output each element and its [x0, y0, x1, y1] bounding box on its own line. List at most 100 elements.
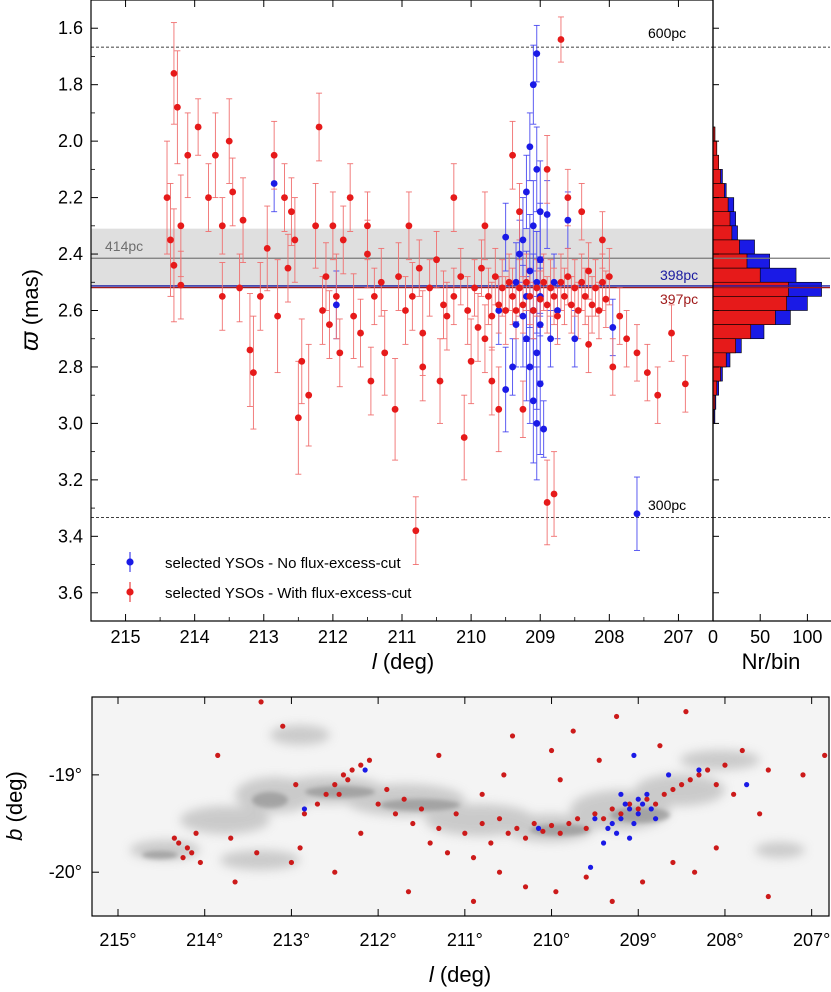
- red-histogram-bar: [713, 211, 731, 227]
- red-data-point: [467, 357, 475, 365]
- red-histogram-bar: [713, 338, 736, 354]
- red-data-point: [218, 292, 226, 300]
- red-data-point: [294, 414, 302, 422]
- histogram-y-ticks: [713, 27, 719, 594]
- red-data-point: [574, 307, 582, 314]
- red-data-point: [370, 292, 378, 300]
- red-sky-point: [679, 782, 685, 788]
- red-data-point: [681, 380, 689, 388]
- red-sky-point: [553, 889, 559, 895]
- red-sky-point: [479, 820, 485, 827]
- red-sky-point: [288, 859, 295, 866]
- red-sky-point: [652, 801, 659, 807]
- red-data-point: [505, 278, 513, 286]
- sky-map-y-ticks: -19° -20°: [49, 765, 99, 882]
- legend-label-with-flux-cut: selected YSOs - With flux-excess-cut: [165, 585, 412, 602]
- red-histogram-bar: [713, 183, 725, 198]
- blue-data-point: [550, 278, 558, 286]
- red-histogram-bar: [713, 239, 740, 255]
- blue-data-point: [529, 397, 537, 405]
- histogram-x-ticks: 0 50 100: [708, 614, 822, 647]
- red-sky-point: [618, 811, 624, 817]
- red-sky-point: [548, 747, 555, 754]
- red-sky-point: [470, 855, 477, 861]
- red-sky-point: [757, 811, 763, 817]
- red-sky-point: [583, 825, 589, 832]
- y-axis-label: ϖ (mas): [16, 269, 44, 351]
- blue-data-point: [270, 180, 278, 187]
- red-sky-point: [639, 879, 646, 885]
- red-histogram-bar: [713, 154, 719, 170]
- red-sky-point: [453, 811, 459, 817]
- red-histogram-bar: [713, 352, 727, 368]
- red-data-point: [588, 301, 596, 309]
- legend-entry-no-flux-cut: selected YSOs - No flux-excess-cut: [126, 552, 401, 572]
- red-sky-point: [384, 786, 390, 793]
- red-data-point: [381, 349, 389, 357]
- red-data-point: [654, 391, 662, 399]
- red-sky-point: [232, 879, 238, 885]
- red-data-point: [405, 222, 413, 230]
- blue-sky-point: [362, 767, 368, 773]
- y-tick-label: 2.8: [58, 357, 83, 377]
- label-600pc: 600pc: [648, 25, 686, 41]
- red-data-point: [312, 222, 320, 230]
- red-data-point: [599, 278, 606, 286]
- red-data-point: [426, 284, 434, 292]
- red-data-point: [436, 377, 444, 385]
- y-tick-label: 1.8: [58, 75, 83, 95]
- red-data-point: [550, 292, 558, 300]
- blue-data-point: [502, 386, 510, 393]
- red-data-point: [543, 301, 551, 309]
- red-data-point: [377, 278, 385, 286]
- blue-data-point: [516, 250, 523, 258]
- blue-data-point: [547, 335, 554, 343]
- red-sky-point: [822, 752, 828, 759]
- red-data-point: [585, 267, 592, 275]
- legend-label-no-flux-cut: selected YSOs - No flux-excess-cut: [165, 555, 401, 572]
- red-sky-point: [800, 772, 806, 778]
- red-data-point: [578, 208, 586, 216]
- red-data-point: [581, 292, 589, 300]
- red-sky-point: [687, 777, 693, 783]
- blue-sky-point: [609, 820, 615, 827]
- red-sky-point: [401, 796, 407, 802]
- red-sky-point: [366, 757, 373, 763]
- red-data-point: [616, 312, 624, 320]
- red-data-point: [519, 405, 527, 413]
- red-data-point: [481, 335, 489, 343]
- red-histogram-bar: [713, 296, 787, 311]
- blue-sky-point: [665, 772, 672, 778]
- blue-data-point: [332, 301, 340, 309]
- red-data-point: [450, 292, 458, 300]
- red-data-point: [229, 188, 237, 196]
- red-sky-point: [548, 822, 555, 829]
- red-sky-point: [596, 757, 602, 763]
- red-data-point: [177, 281, 185, 289]
- sky-map-panel: 215° 214° 213° 212° 211° 210° 209° 208° 207° -19…: [2, 696, 830, 987]
- red-data-point: [609, 363, 617, 371]
- red-data-point: [443, 312, 451, 320]
- red-data-point: [419, 329, 427, 337]
- blue-data-point: [533, 349, 541, 357]
- red-data-point: [540, 278, 548, 286]
- label-414pc: 414pc: [105, 238, 143, 254]
- sky-x-tick-label: 213°: [273, 930, 310, 950]
- red-data-point: [643, 369, 651, 376]
- red-sky-point: [765, 767, 771, 773]
- histogram-x-tick-label: 0: [708, 627, 718, 647]
- red-sky-point: [462, 830, 468, 836]
- red-data-point: [364, 222, 371, 230]
- red-data-point: [623, 335, 631, 343]
- red-sky-point: [340, 772, 347, 778]
- red-data-point: [194, 123, 202, 131]
- sky-x-tick-label: 209°: [620, 930, 657, 950]
- blue-sky-point: [648, 806, 654, 812]
- x-tick-label: 212: [318, 627, 348, 647]
- red-data-point: [450, 194, 458, 201]
- error-bars: [164, 16, 689, 565]
- red-data-point: [550, 490, 558, 498]
- red-sky-point: [427, 840, 433, 846]
- red-sky-point: [566, 820, 572, 827]
- blue-data-point: [519, 312, 527, 320]
